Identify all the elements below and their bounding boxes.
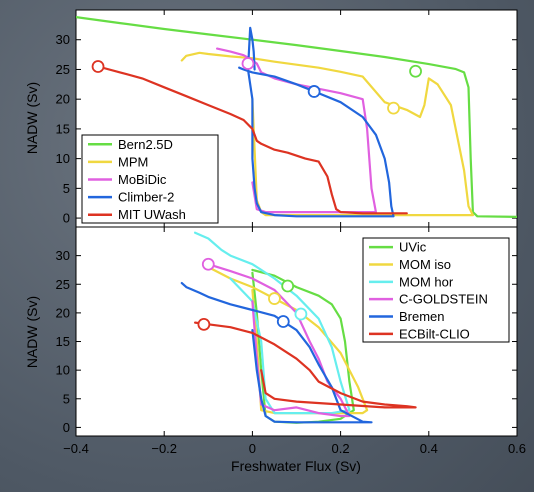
legend-label: Bremen (399, 309, 445, 324)
y-tick-label: 25 (56, 62, 70, 77)
y-tick-label: 0 (63, 420, 70, 435)
x-tick-label: 0 (249, 441, 256, 456)
series-line-c-goldstein (207, 263, 351, 418)
top-panel: 0 5 10 15 20 25 30 Bern2.5D MPM MoBiDic Climber-2 M… (56, 10, 518, 227)
series-marker-c-goldstein (201, 257, 215, 271)
series-line-uvic (251, 268, 355, 424)
y-tick-label: 20 (56, 305, 70, 320)
legend-label: Climber-2 (118, 190, 174, 205)
x-axis-label: Freshwater Flux (Sv) (231, 458, 361, 474)
series-line-ecbilt-clio (194, 321, 417, 409)
bottom-panel-ylabel: NADW (Sv) (24, 296, 40, 368)
series-lines (180, 231, 417, 424)
series-line-mit-uwash (96, 65, 408, 215)
x-tick-label: 0.6 (508, 441, 526, 456)
bottom-panel: 0 5 10 15 20 25 30 −0.4 −0.2 0 0.2 0.4 0.6 UVic MOM is… (56, 227, 526, 456)
legend-label: MPM (118, 154, 148, 169)
legend-label: Bern2.5D (118, 137, 173, 152)
series-marker-mpm (387, 101, 400, 115)
series-marker-mit-uwash (91, 60, 105, 73)
series-lines (76, 16, 517, 218)
y-tick-label: 25 (56, 277, 70, 292)
y-tick-label: 30 (56, 32, 70, 47)
x-tick-label: −0.2 (151, 441, 177, 456)
x-tick-label: −0.4 (63, 441, 89, 456)
y-tick-label: 5 (63, 391, 70, 406)
series-marker-uvic (281, 279, 295, 293)
series-line-bern2-5d (76, 16, 517, 218)
y-tick-label: 10 (56, 363, 70, 378)
legend-label: ECBilt-CLIO (399, 326, 470, 341)
legend-label: UVic (399, 240, 427, 255)
y-tick-label: 30 (56, 248, 70, 263)
series-line-climber-2 (238, 26, 395, 218)
legend-label: MIT UWash (118, 207, 186, 222)
series-marker-climber-2 (307, 85, 321, 98)
series-marker-bremen (276, 315, 290, 328)
series-line-mom-iso (207, 266, 369, 415)
top-panel-ylabel: NADW (Sv) (24, 82, 40, 154)
legend-label: MoBiDic (118, 172, 167, 187)
y-tick-label: 5 (63, 181, 70, 196)
legend-label: MOM hor (399, 274, 454, 289)
series-line-bremen (180, 282, 373, 424)
y-tick-label: 15 (56, 334, 70, 349)
legend-label: C-GOLDSTEIN (399, 292, 488, 307)
legend-label: MOM iso (399, 257, 451, 272)
series-marker-mobidic (241, 57, 255, 70)
y-tick-label: 15 (56, 121, 70, 136)
y-tick-label: 10 (56, 151, 70, 166)
series-marker-ecbilt-clio (197, 317, 211, 331)
series-marker-bern2-5d (409, 64, 422, 78)
series-marker-mom-hor (294, 307, 308, 321)
x-tick-label: 0.2 (332, 441, 350, 456)
legend-box (362, 237, 510, 343)
x-tick-label: 0.4 (420, 441, 438, 456)
y-tick-label: 0 (63, 211, 70, 226)
series-marker-mom-iso (268, 292, 281, 305)
y-tick-label: 20 (56, 92, 70, 107)
